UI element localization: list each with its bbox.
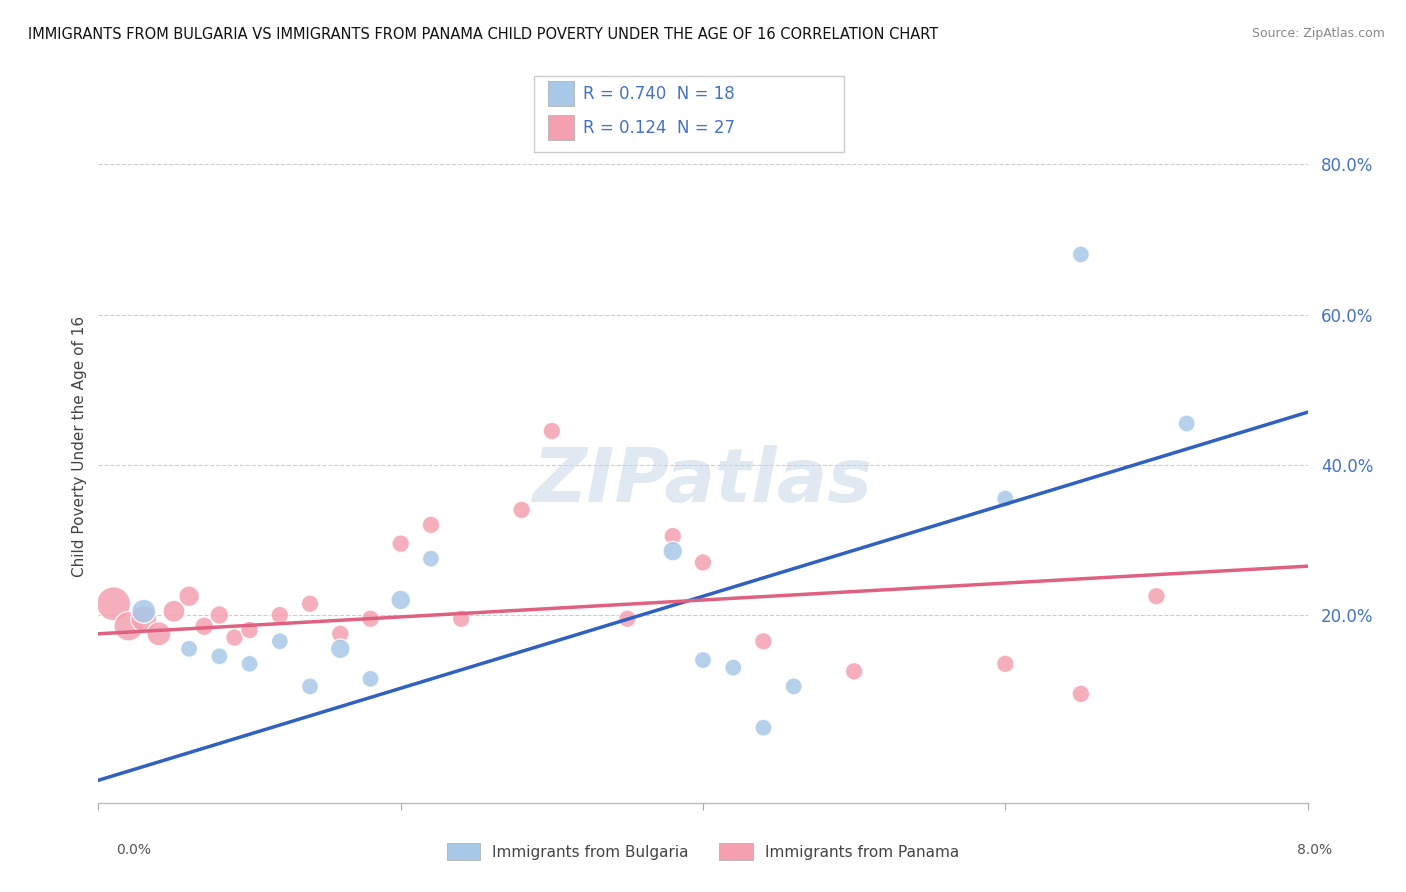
Point: [118, 619, 141, 633]
Text: Source: ZipAtlas.com: Source: ZipAtlas.com: [1251, 27, 1385, 40]
Point: [299, 679, 322, 693]
Text: 8.0%: 8.0%: [1298, 843, 1331, 857]
Point: [179, 589, 201, 603]
Point: [994, 491, 1017, 506]
Point: [692, 653, 714, 667]
Point: [193, 619, 215, 633]
Point: [420, 517, 443, 532]
Point: [994, 657, 1017, 671]
Point: [844, 665, 866, 679]
Point: [1146, 589, 1168, 603]
Point: [103, 597, 125, 611]
Point: [329, 641, 352, 656]
Legend: Immigrants from Bulgaria, Immigrants from Panama: Immigrants from Bulgaria, Immigrants fro…: [440, 837, 966, 866]
Text: R = 0.124  N = 27: R = 0.124 N = 27: [583, 119, 735, 136]
Point: [692, 556, 714, 570]
Point: [208, 649, 231, 664]
Text: R = 0.740  N = 18: R = 0.740 N = 18: [583, 85, 735, 103]
Point: [389, 536, 412, 550]
Point: [239, 623, 262, 637]
Point: [752, 721, 775, 735]
Point: [450, 612, 472, 626]
Point: [420, 551, 443, 566]
Point: [510, 503, 533, 517]
Point: [783, 679, 806, 693]
Point: [661, 529, 683, 543]
Y-axis label: Child Poverty Under the Age of 16: Child Poverty Under the Age of 16: [72, 316, 87, 576]
Text: IMMIGRANTS FROM BULGARIA VS IMMIGRANTS FROM PANAMA CHILD POVERTY UNDER THE AGE O: IMMIGRANTS FROM BULGARIA VS IMMIGRANTS F…: [28, 27, 938, 42]
Point: [132, 604, 155, 618]
Point: [752, 634, 775, 648]
Point: [132, 612, 155, 626]
Point: [616, 612, 638, 626]
Point: [723, 660, 745, 674]
Point: [1070, 247, 1092, 261]
Point: [661, 544, 683, 558]
Point: [269, 634, 291, 648]
Point: [208, 607, 231, 622]
Point: [540, 424, 562, 438]
Point: [360, 672, 382, 686]
Text: ZIPatlas: ZIPatlas: [533, 445, 873, 518]
Point: [239, 657, 262, 671]
Text: 0.0%: 0.0%: [117, 843, 150, 857]
Point: [1070, 687, 1092, 701]
Point: [148, 627, 170, 641]
Point: [163, 604, 186, 618]
Point: [1175, 417, 1198, 431]
Point: [224, 631, 246, 645]
Point: [360, 612, 382, 626]
Point: [299, 597, 322, 611]
Point: [329, 627, 352, 641]
Point: [389, 593, 412, 607]
Point: [269, 607, 291, 622]
Point: [179, 641, 201, 656]
